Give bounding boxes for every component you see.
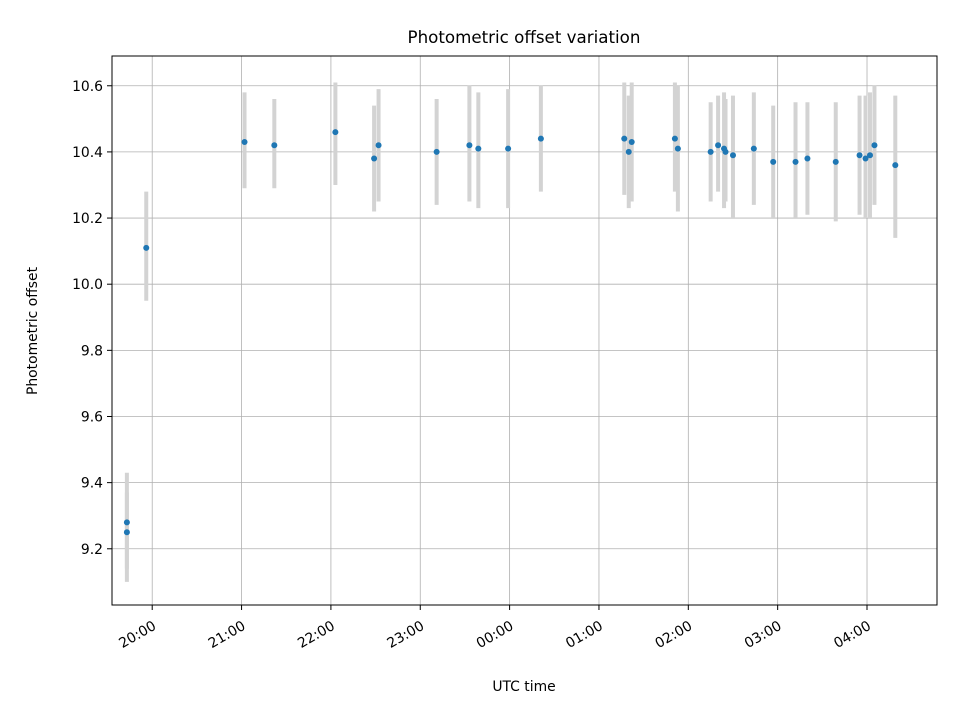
chart-title: Photometric offset variation [408, 27, 641, 47]
x-axis-label: UTC time [492, 679, 555, 695]
data-point [143, 244, 150, 251]
plot-frame [111, 55, 938, 606]
y-tick-label: 9.4 [81, 476, 103, 492]
y-axis-label: Photometric offset [25, 266, 41, 395]
data-point [375, 142, 382, 149]
data-point [332, 129, 339, 136]
data-point [466, 142, 473, 149]
data-point [621, 135, 628, 142]
x-tick-label: 21:00 [206, 618, 249, 652]
data-point [123, 519, 130, 526]
y-tick-label: 10.0 [72, 277, 103, 293]
data-points [123, 129, 899, 536]
y-tick-label: 9.8 [81, 343, 103, 359]
data-point [671, 135, 678, 142]
data-point [123, 529, 130, 536]
data-point [628, 138, 635, 145]
data-point [241, 138, 248, 145]
x-tick-label: 22:00 [295, 618, 338, 652]
data-point [792, 158, 799, 165]
y-tick-label: 10.4 [72, 145, 103, 161]
data-point [433, 148, 440, 155]
data-point [892, 162, 899, 169]
data-point [832, 158, 839, 165]
x-tick-label: 01:00 [563, 618, 606, 652]
x-axis-ticks: 20:00 21:00 22:00 23:00 00:00 01:00 02:00 03:00… [116, 605, 874, 652]
x-tick-label: 04:00 [831, 618, 874, 652]
x-tick-label: 03:00 [742, 618, 785, 652]
data-point [750, 145, 757, 152]
y-tick-label: 9.6 [81, 409, 103, 425]
data-point [475, 145, 482, 152]
data-point [871, 142, 878, 149]
data-point [856, 152, 863, 159]
data-point [271, 142, 278, 149]
data-point [537, 135, 544, 142]
error-bars [124, 82, 898, 582]
data-point [866, 152, 873, 159]
y-tick-label: 10.2 [72, 211, 103, 227]
data-point [722, 148, 729, 155]
data-point [862, 155, 869, 162]
data-point [371, 155, 378, 162]
data-point [729, 152, 736, 159]
y-tick-label: 10.6 [72, 79, 103, 95]
x-tick-label: 02:00 [653, 618, 696, 652]
x-tick-label: 00:00 [474, 618, 517, 652]
y-tick-label: 9.2 [81, 542, 103, 558]
x-tick-label: 23:00 [384, 618, 427, 652]
data-point [707, 148, 714, 155]
data-point [674, 145, 681, 152]
data-point [505, 145, 512, 152]
data-point [770, 158, 777, 165]
y-axis-ticks: 9.2 9.4 9.6 9.8 10.0 10.2 10.4 10.6 [72, 79, 112, 558]
x-tick-label: 20:00 [116, 618, 159, 652]
grid-lines [112, 56, 937, 605]
data-point [804, 155, 811, 162]
data-point [625, 148, 632, 155]
data-point [715, 142, 722, 149]
